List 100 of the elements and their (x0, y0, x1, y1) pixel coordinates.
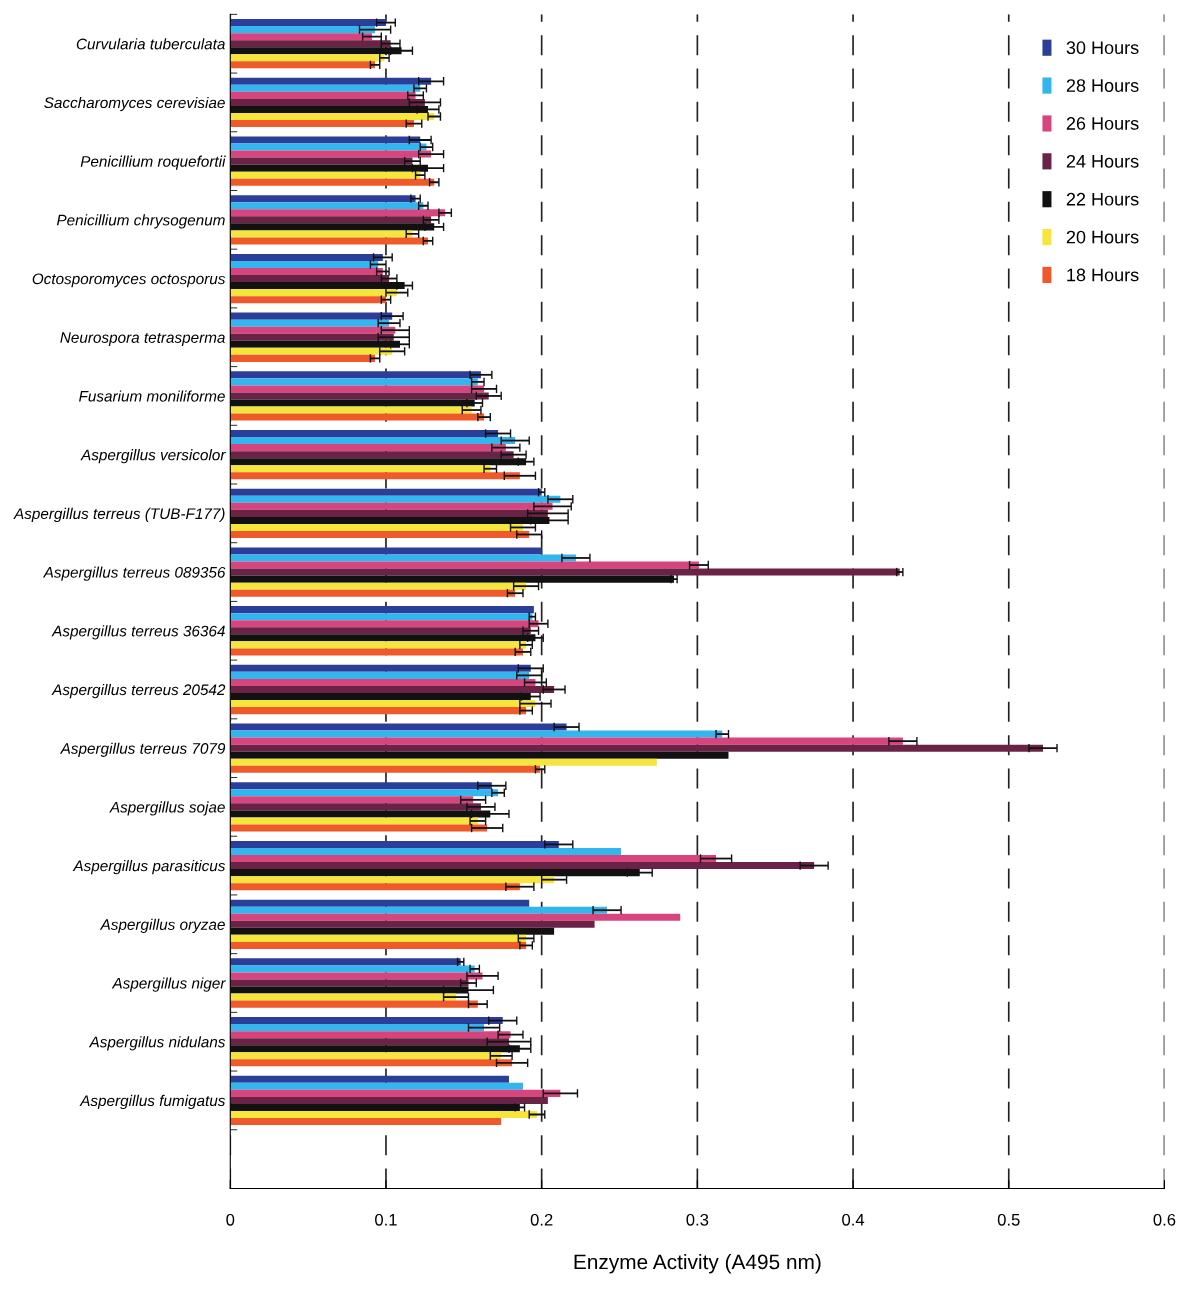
y-tick-label: Curvularia tuberculata (76, 38, 225, 50)
bar (230, 1017, 503, 1025)
bar (230, 906, 608, 914)
bar (230, 1031, 511, 1039)
bar (230, 444, 506, 452)
bar (230, 847, 622, 856)
bar (230, 876, 555, 884)
bar (230, 406, 472, 414)
y-tick-label: Saccharomyces cerevisiae (44, 96, 225, 112)
x-tick-label: 0.3 (686, 1213, 709, 1226)
bar (230, 19, 386, 27)
y-tick-label: Aspergillus sojae (109, 801, 225, 816)
bar (230, 855, 717, 863)
bar (230, 91, 416, 99)
bar (230, 751, 729, 759)
bar (230, 84, 421, 92)
legend-label: 24 Hours (1066, 154, 1139, 168)
bar (230, 33, 372, 41)
bar (230, 648, 523, 656)
x-tick-label: 0 (226, 1213, 235, 1226)
bar (230, 195, 416, 203)
bar (230, 502, 553, 510)
bar (230, 979, 469, 987)
bar (230, 1082, 523, 1090)
bar (230, 171, 421, 179)
bar (230, 237, 429, 245)
bar (230, 267, 383, 276)
bar (230, 451, 514, 459)
y-tick-label: Aspergillus versicolor (80, 449, 226, 464)
x-tick-label: 0.1 (375, 1213, 397, 1226)
bar (230, 606, 534, 614)
y-tick-label: Neurospora tetrasperma (60, 332, 225, 346)
y-tick-label: Aspergillus terreus 089356 (42, 566, 226, 581)
bar (230, 202, 424, 210)
y-tick-label: Octosporomyces octosporus (32, 273, 226, 288)
bar (230, 495, 561, 503)
legend-label: 30 Hours (1066, 41, 1139, 55)
bar (230, 707, 527, 715)
bar (230, 333, 394, 341)
bar (230, 1103, 520, 1111)
bar (230, 230, 413, 238)
bar (230, 392, 489, 400)
bar (230, 589, 516, 597)
bar (230, 840, 559, 848)
legend-label: 26 Hours (1066, 117, 1139, 130)
bar (230, 143, 427, 151)
bar (230, 547, 542, 555)
bar (230, 40, 391, 48)
bar (230, 61, 376, 69)
bar (230, 972, 483, 980)
bar (230, 385, 485, 393)
bar (230, 934, 527, 942)
bar (230, 1118, 502, 1126)
y-tick-label: Aspergillus terreus 7079 (59, 742, 226, 757)
bar (230, 796, 474, 804)
bar (230, 782, 492, 790)
bar (230, 371, 481, 379)
bar (230, 671, 530, 679)
x-axis-title: Enzyme Activity (A495 nm) (574, 1254, 821, 1274)
bar (230, 275, 390, 283)
y-tick-label: Aspergillus terreus (TUB-F177) (13, 507, 225, 523)
y-tick-label: Penicillium chrysogenum (56, 214, 225, 229)
bar (230, 920, 595, 928)
y-tick-label: Aspergillus oryzae (99, 918, 225, 933)
bar (230, 862, 815, 870)
bar (230, 744, 1044, 752)
bar (230, 568, 900, 576)
bar (230, 77, 432, 85)
y-tick-label: Aspergillus parasiticus (72, 860, 226, 875)
bar (230, 789, 499, 797)
bar (230, 260, 379, 268)
y-tick-label: Fusarium moniliforme (79, 390, 225, 402)
legend-label: 20 Hours (1066, 230, 1139, 244)
bar (230, 803, 481, 811)
bar (230, 899, 530, 907)
bar (230, 883, 520, 891)
y-tick-label: Aspergillus nidulans (88, 1036, 226, 1051)
bar (230, 958, 461, 966)
bar (230, 178, 435, 186)
bar (230, 723, 567, 731)
bar (230, 965, 475, 973)
bar (230, 1110, 537, 1119)
bar (230, 54, 385, 62)
bar (230, 1075, 509, 1083)
bar (230, 1000, 478, 1008)
bar (230, 620, 539, 628)
bar (230, 817, 478, 825)
x-tick-label: 0.4 (842, 1213, 865, 1226)
bar (230, 289, 397, 297)
bar (230, 678, 536, 686)
y-tick-label: Aspergillus terreus 36364 (51, 625, 225, 640)
bar (230, 216, 432, 224)
bar (230, 758, 657, 766)
bar (230, 523, 523, 531)
bar (230, 1089, 561, 1097)
bar (230, 120, 414, 128)
bar (230, 136, 421, 144)
bar (230, 430, 499, 438)
bar (230, 627, 531, 635)
bar (230, 1059, 513, 1067)
